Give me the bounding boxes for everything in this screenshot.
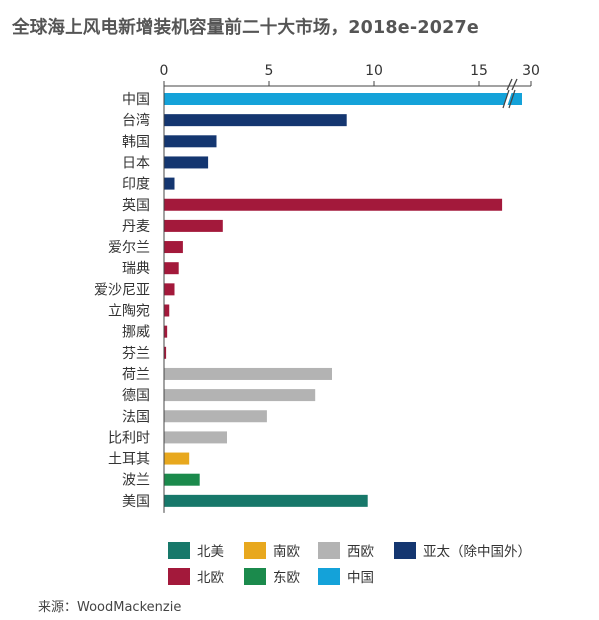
legend-label-asia-pacific: 亚太（除中国外） bbox=[423, 544, 531, 560]
bar-12 bbox=[164, 346, 167, 359]
bar-0 bbox=[164, 93, 522, 105]
bar-break-gap-0 bbox=[503, 89, 513, 109]
bar-5 bbox=[164, 198, 503, 211]
legend-swatch-china bbox=[318, 567, 340, 585]
legend-swatch-west-europe bbox=[318, 541, 340, 559]
category-label-2: 韩国 bbox=[122, 134, 150, 150]
legend-item-north-europe: 北欧 bbox=[168, 566, 224, 586]
bar-16 bbox=[164, 431, 227, 444]
legend-swatch-asia-pacific bbox=[394, 541, 416, 559]
legend-item-west-europe: 西欧 bbox=[318, 540, 374, 560]
category-label-9: 爱沙尼亚 bbox=[94, 282, 150, 298]
category-label-4: 印度 bbox=[122, 177, 150, 193]
category-label-8: 瑞典 bbox=[122, 261, 150, 277]
bar-break-slash-a-0 bbox=[502, 89, 510, 109]
category-label-17: 土耳其 bbox=[108, 452, 150, 468]
legend-item-east-europe: 东欧 bbox=[244, 566, 300, 586]
legend-label-china: 中国 bbox=[347, 570, 374, 586]
bar-11 bbox=[164, 325, 168, 338]
legend-label-west-europe: 西欧 bbox=[347, 544, 374, 560]
legend-item-asia-pacific: 亚太（除中国外） bbox=[394, 540, 531, 560]
bar-19 bbox=[164, 494, 368, 507]
category-label-0: 中国 bbox=[122, 92, 150, 108]
bar-2 bbox=[164, 135, 217, 148]
bar-4 bbox=[164, 177, 175, 190]
bar-chart: 0 5 10 15 30 中国台湾韩国日本印度英国丹麦爱尔兰瑞典爱沙尼亚立陶宛挪威芬兰荷兰… bbox=[94, 63, 540, 513]
source-note: 来源：WoodMackenzie bbox=[38, 600, 182, 615]
bar-15 bbox=[164, 410, 267, 423]
category-label-14: 德国 bbox=[122, 388, 150, 404]
legend-swatch-north-america bbox=[168, 541, 190, 559]
bar-17 bbox=[164, 452, 190, 465]
category-label-1: 台湾 bbox=[122, 112, 150, 129]
legend-item-south-europe: 南欧 bbox=[244, 540, 300, 560]
bar-18 bbox=[164, 473, 200, 486]
category-label-16: 比利时 bbox=[108, 430, 150, 446]
axis-break-mark-a bbox=[506, 78, 513, 91]
bar-10 bbox=[164, 304, 170, 317]
bar-6 bbox=[164, 219, 223, 232]
legend-label-south-europe: 南欧 bbox=[273, 544, 300, 560]
category-label-15: 法国 bbox=[122, 409, 150, 425]
bar-9 bbox=[164, 283, 175, 296]
bar-8 bbox=[164, 262, 179, 275]
legend-swatch-north-europe bbox=[168, 567, 190, 585]
legend-swatch-south-europe bbox=[244, 541, 266, 559]
legend-label-north-europe: 北欧 bbox=[197, 570, 224, 586]
legend-label-north-america: 北美 bbox=[197, 544, 224, 560]
bar-3 bbox=[164, 156, 209, 169]
bar-1 bbox=[164, 114, 347, 127]
x-tick-label-2: 10 bbox=[365, 63, 383, 79]
bar-break-slash-b-0 bbox=[508, 89, 516, 109]
legend-swatch-east-europe bbox=[244, 567, 266, 585]
x-tick-label-0: 0 bbox=[160, 63, 169, 79]
x-tick-label-3: 15 bbox=[470, 63, 488, 79]
category-label-5: 英国 bbox=[122, 197, 150, 214]
category-label-12: 芬兰 bbox=[122, 346, 150, 362]
bar-7 bbox=[164, 241, 183, 254]
category-label-18: 波兰 bbox=[122, 473, 150, 489]
category-label-11: 挪威 bbox=[122, 325, 150, 341]
category-label-10: 立陶宛 bbox=[108, 304, 150, 320]
category-label-7: 爱尔兰 bbox=[108, 240, 150, 256]
category-label-6: 丹麦 bbox=[122, 219, 150, 235]
x-tick-label-1: 5 bbox=[265, 63, 274, 79]
category-label-3: 日本 bbox=[122, 155, 150, 171]
axis-break-mark-b bbox=[511, 78, 518, 91]
bar-13 bbox=[164, 367, 332, 380]
legend-item-north-america: 北美 bbox=[168, 540, 224, 560]
legend-label-east-europe: 东欧 bbox=[273, 570, 300, 586]
category-label-13: 荷兰 bbox=[122, 367, 150, 383]
category-label-19: 美国 bbox=[122, 494, 150, 510]
legend-item-china: 中国 bbox=[318, 566, 374, 586]
chart-title: 全球海上风电新增装机容量前二十大市场，2018e-2027e bbox=[12, 18, 479, 38]
x-tick-label-4: 30 bbox=[522, 63, 540, 79]
bar-14 bbox=[164, 389, 316, 402]
